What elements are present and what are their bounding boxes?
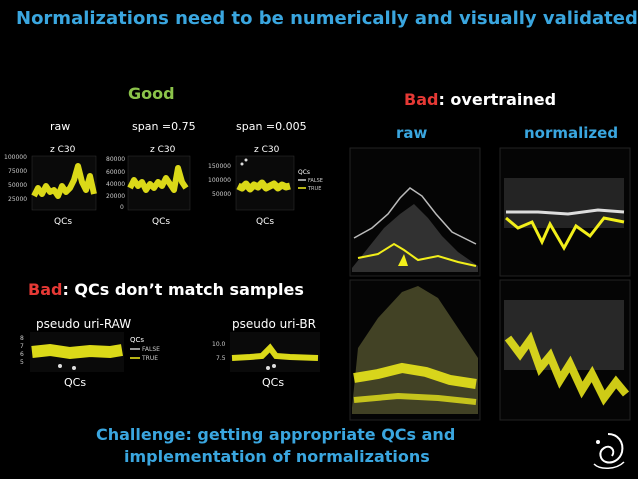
qc-mismatch-text: : QCs don’t match samples <box>62 280 304 299</box>
bad-qc-label: Bad: QCs don’t match samples <box>28 280 304 299</box>
y-tick: 8 <box>20 335 24 342</box>
x-label: QCs <box>54 217 72 227</box>
y-tick: 6 <box>20 351 24 358</box>
x-label: QCs <box>262 376 284 389</box>
y-tick: 7 <box>20 343 24 350</box>
good-plot-span-075: span =0.75 z C30 80000 60000 40000 20000… <box>106 120 196 227</box>
qc-trace <box>236 179 291 193</box>
y-tick: 40000 <box>106 181 125 188</box>
qc-trace <box>357 242 477 267</box>
x-label: QCs <box>256 217 274 227</box>
plot-title: span =0.005 <box>236 120 307 133</box>
over-norm-bottom <box>499 279 631 421</box>
scatter-cloud <box>504 178 624 228</box>
legend-item: FALSE <box>308 178 323 184</box>
legend-title: QCs <box>130 336 144 344</box>
qc-trace <box>504 331 630 406</box>
y-tick: 0 <box>120 204 124 211</box>
slide-title: Normalizations need to be numerically an… <box>16 8 638 29</box>
y-tick: 20000 <box>106 193 125 200</box>
y-tick: 50000 <box>8 182 27 189</box>
y-tick: 10.0 <box>212 341 226 348</box>
over-raw-bottom <box>349 279 481 421</box>
scatter-cloud <box>504 300 624 370</box>
legend-item: TRUE <box>307 186 321 192</box>
raw-title: raw <box>396 124 428 142</box>
plot-subtitle: z C30 <box>150 145 176 155</box>
normalized-title: normalized <box>524 124 618 142</box>
plot-title: pseudo uri-RAW <box>36 317 131 331</box>
good-label: Good <box>128 84 175 103</box>
y-tick: 25000 <box>8 196 27 203</box>
qc-trace <box>353 362 477 389</box>
x-label: QCs <box>152 217 170 227</box>
bad-word: Bad <box>404 90 439 109</box>
bad-word: Bad <box>28 280 63 299</box>
good-plot-raw: raw z C30 100000 75000 50000 25000 QCs <box>4 120 97 227</box>
legend-title: QCs <box>298 169 310 176</box>
y-tick: 5 <box>20 359 24 366</box>
outlier-point <box>72 366 76 370</box>
qc-trace <box>353 392 477 405</box>
plot-subtitle: z C30 <box>254 145 280 155</box>
bad-qc-plots: pseudo uri-RAW 8 7 6 5 QCs QCs FALSE TRU… <box>20 317 320 389</box>
y-tick: 75000 <box>8 168 27 175</box>
plot-title: span =0.75 <box>132 120 196 133</box>
fit-line <box>353 187 477 245</box>
plot-title: raw <box>50 120 70 133</box>
outlier-point <box>266 366 270 370</box>
qc-trace <box>31 343 123 360</box>
y-tick: 100000 <box>4 154 27 161</box>
bad-overtrained-label: Bad: overtrained <box>404 90 556 109</box>
outlier-point <box>58 364 62 368</box>
bad-qc-plot-raw: pseudo uri-RAW 8 7 6 5 QCs QCs FALSE TRU… <box>20 317 160 389</box>
outlier-point <box>272 364 276 368</box>
qc-peak <box>398 254 408 266</box>
good-plots: raw z C30 100000 75000 50000 25000 QCs s… <box>4 120 323 227</box>
bad-qc-plot-br: pseudo uri-BR 10.0 7.5 QCs <box>212 317 320 389</box>
outlier-point <box>244 158 248 162</box>
y-tick: 50000 <box>212 191 231 198</box>
y-tick: 100000 <box>208 177 231 184</box>
x-label: QCs <box>64 376 86 389</box>
scatter-cloud <box>352 204 478 272</box>
qc-trace <box>127 165 189 193</box>
legend-item: FALSE <box>142 346 160 353</box>
overtrained-text: : overtrained <box>438 90 557 109</box>
overtrained-plots: raw normalized <box>349 124 631 421</box>
qc-trace <box>505 216 625 252</box>
plot-title: pseudo uri-BR <box>232 317 316 331</box>
over-raw-top <box>349 147 481 277</box>
over-norm-top <box>499 147 631 277</box>
qc-trace <box>231 343 319 361</box>
legend-item: TRUE <box>141 355 158 362</box>
plot-subtitle: z C30 <box>50 145 76 155</box>
y-tick: 150000 <box>208 163 231 170</box>
challenge-line-2: implementation of normalizations <box>124 447 430 466</box>
y-tick: 7.5 <box>216 355 226 362</box>
outlier-point <box>240 162 244 166</box>
challenge-line-1: Challenge: getting appropriate QCs and <box>96 425 456 444</box>
qc-legend: QCs FALSE TRUE <box>298 169 323 192</box>
y-tick: 80000 <box>106 156 125 163</box>
challenge-text: Challenge: getting appropriate QCs and i… <box>96 424 496 468</box>
y-tick: 60000 <box>106 169 125 176</box>
good-plot-span-0005: span =0.005 z C30 150000 100000 50000 QC… <box>208 120 323 227</box>
qc-trace <box>31 163 97 199</box>
fit-line <box>506 208 625 216</box>
society-logo-icon <box>593 433 625 469</box>
